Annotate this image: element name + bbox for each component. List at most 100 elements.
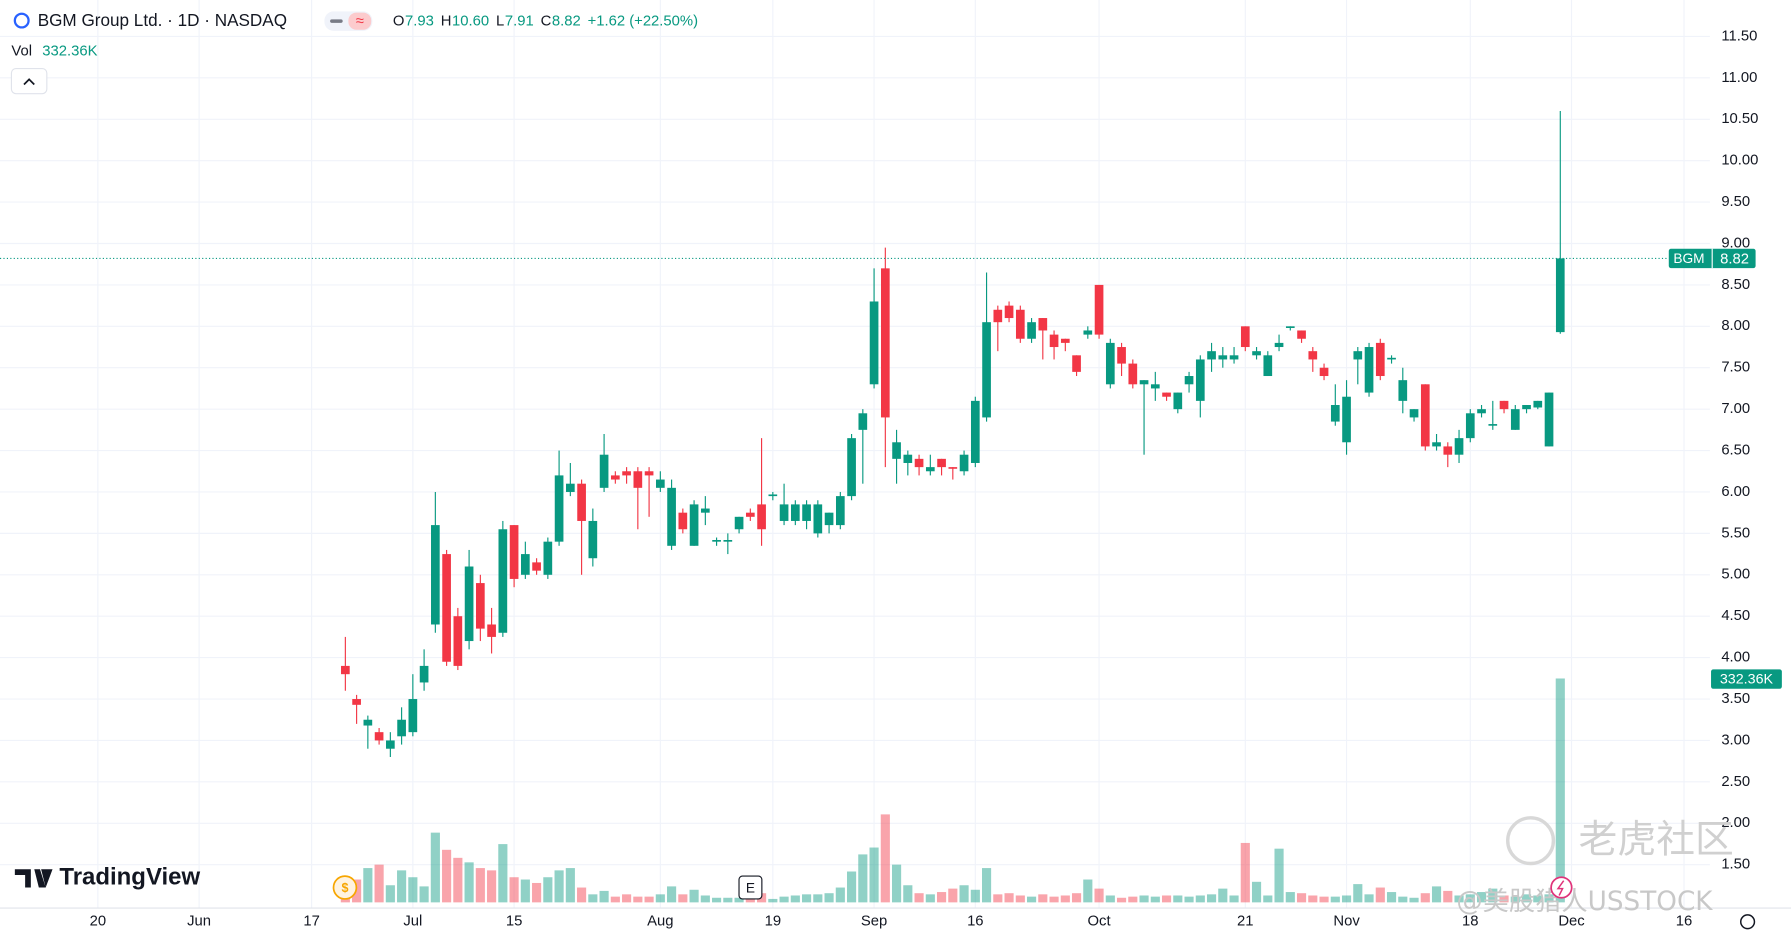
volume-bar xyxy=(520,879,530,903)
price-tag-symbol: BGM xyxy=(1673,251,1704,266)
volume-bar xyxy=(1341,895,1352,903)
candle-body xyxy=(914,458,924,468)
volume-bar xyxy=(1409,897,1419,903)
candle-body xyxy=(588,520,598,559)
y-tick-label: 4.50 xyxy=(1721,608,1750,624)
candle-body xyxy=(1510,409,1520,430)
candle-body xyxy=(1285,326,1295,328)
candle-body xyxy=(1049,334,1059,348)
volume-bar xyxy=(790,895,800,903)
candle-body xyxy=(858,413,868,430)
event-marker[interactable] xyxy=(1550,876,1573,899)
volume-bar xyxy=(622,894,632,903)
badge-icon xyxy=(330,19,343,23)
candle-body xyxy=(847,438,856,497)
volume-bar xyxy=(1510,896,1520,903)
candle-body xyxy=(1375,342,1385,377)
candle-body xyxy=(352,699,361,705)
candle-body xyxy=(869,301,879,385)
volume-bar xyxy=(1105,895,1115,903)
x-tick-label: Jul xyxy=(403,914,422,930)
candle-body xyxy=(509,525,519,579)
watermark: 老虎社区 xyxy=(1579,817,1734,862)
candle-body xyxy=(757,504,766,530)
volume-bar xyxy=(723,897,733,903)
ohlc-key: H xyxy=(441,14,452,30)
candle-body xyxy=(577,483,586,521)
candle-body xyxy=(521,554,530,575)
event-marker[interactable] xyxy=(738,875,763,900)
volume-pane xyxy=(340,678,1565,903)
candle-body xyxy=(1083,330,1093,335)
event-label: E xyxy=(746,880,755,895)
volume-bar xyxy=(1375,887,1385,903)
volume-bar xyxy=(1026,896,1037,903)
volume-value: 332.36K xyxy=(42,43,97,59)
volume-bar xyxy=(1184,896,1194,903)
volume-bar xyxy=(363,868,373,903)
volume-bar xyxy=(880,814,890,903)
y-tick-label: 6.00 xyxy=(1721,484,1750,500)
event-icon xyxy=(1556,880,1565,896)
brand: TradingView xyxy=(14,864,200,891)
volume-bar xyxy=(1251,881,1262,903)
x-tick-label: Jun xyxy=(187,914,211,930)
candle-body xyxy=(1488,424,1498,426)
ohlc-legend: O 7.93 H 10.60 L 7.91 C 8.82 +1.62 (+22.50%) xyxy=(393,14,698,30)
event-marker[interactable] xyxy=(332,875,358,900)
y-tick-label: 3.50 xyxy=(1721,691,1750,707)
event-label: $ xyxy=(341,881,348,895)
volume-bar xyxy=(1229,895,1239,903)
settings-icon[interactable] xyxy=(1739,914,1756,930)
candle-body xyxy=(464,566,474,642)
candle-body xyxy=(1117,347,1126,364)
candle-body xyxy=(1218,355,1228,360)
header: BGM Group Ltd. · 1D · NASDAQ ≈ O 7.93 H 10.… xyxy=(10,10,698,95)
volume-bar xyxy=(847,871,857,903)
y-tick-label: 5.00 xyxy=(1721,567,1750,583)
collapse-button[interactable] xyxy=(10,67,48,95)
volume-bar xyxy=(903,885,913,903)
candle-body xyxy=(723,540,733,542)
x-tick-label: 16 xyxy=(1676,914,1693,930)
volume-bar xyxy=(442,849,452,903)
watermarks: 老虎社区 @美股猎人USSTOCK xyxy=(1456,816,1734,917)
candle-body xyxy=(1060,338,1070,343)
ohlc-value: 7.91 xyxy=(505,14,534,30)
candle-body xyxy=(1409,409,1419,418)
volume-bar xyxy=(1094,888,1104,903)
volume-bar xyxy=(824,893,834,903)
candle-body xyxy=(386,740,395,749)
y-tick-label: 2.50 xyxy=(1721,774,1750,790)
volume-bar xyxy=(1071,893,1082,903)
candle-body xyxy=(982,322,991,418)
candle-body xyxy=(1184,376,1194,385)
y-tick-label: 7.00 xyxy=(1721,401,1750,417)
candle-body xyxy=(1420,384,1430,447)
candle-body xyxy=(1342,396,1351,443)
ohlc-value: 7.93 xyxy=(405,14,434,30)
volume-bar xyxy=(1386,892,1397,903)
volume-bar xyxy=(1555,678,1565,903)
volume-bar xyxy=(892,864,902,903)
volume-bar xyxy=(1476,892,1487,903)
candle-body xyxy=(1207,351,1216,360)
volume-bar xyxy=(554,870,564,903)
volume-bar xyxy=(655,894,665,903)
volume-bar xyxy=(1206,894,1217,903)
candle-body xyxy=(554,475,564,542)
candle-body xyxy=(419,665,429,683)
candle-body xyxy=(1004,305,1014,319)
volume-bar xyxy=(1296,893,1307,903)
change-value: +1.62 (+22.50%) xyxy=(588,14,699,30)
brand-logo xyxy=(14,869,53,888)
candle-body xyxy=(1094,284,1104,335)
x-tick-label: 15 xyxy=(506,914,522,930)
y-tick-label: 2.00 xyxy=(1721,815,1750,831)
candle-body xyxy=(768,494,778,497)
candle-body xyxy=(1015,309,1025,339)
candle-body xyxy=(1229,355,1239,360)
candle-body xyxy=(1330,405,1340,422)
volume-bar xyxy=(1420,893,1430,903)
